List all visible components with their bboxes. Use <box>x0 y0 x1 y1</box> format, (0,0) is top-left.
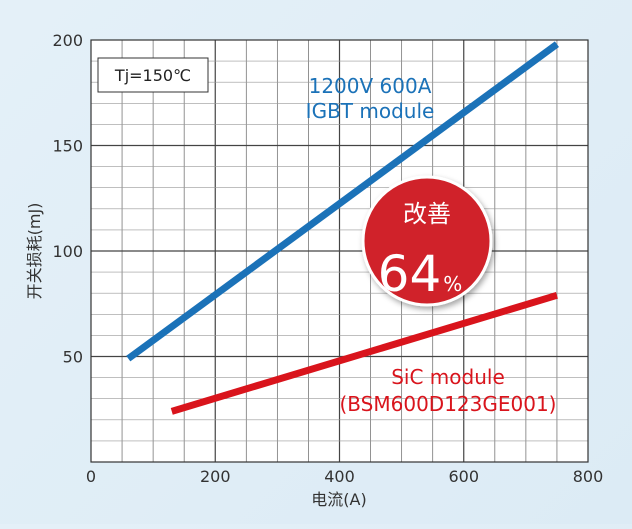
badge-value: 64% <box>378 245 463 303</box>
x-tick-label: 800 <box>573 467 604 486</box>
tick-labels: 0 200 400 600 800 50 100 150 200 <box>52 31 603 486</box>
y-tick-label: 150 <box>52 137 83 156</box>
improvement-badge: 改善 64% <box>361 175 493 307</box>
x-tick-label: 0 <box>86 467 96 486</box>
condition-label: Tj=150℃ <box>114 66 191 85</box>
condition-box <box>97 57 209 93</box>
igbt-label-line2: IGBT module <box>306 99 435 123</box>
x-tick-label: 400 <box>324 467 355 486</box>
plot-frame <box>90 39 589 463</box>
igbt-label-line1: 1200V 600A <box>309 74 432 98</box>
badge-title: 改善 <box>403 200 451 228</box>
series-lines <box>126 41 560 415</box>
sic-label-line2: (BSM600D123GE001) <box>340 392 557 416</box>
y-tick-label: 200 <box>52 31 83 50</box>
badge-circle <box>361 175 493 307</box>
y-tick-label: 50 <box>63 348 83 367</box>
igbt-series-line <box>126 41 560 362</box>
x-tick-label: 200 <box>200 467 231 486</box>
y-axis-title: 开关损耗(mJ) <box>25 203 44 300</box>
x-tick-label: 600 <box>448 467 479 486</box>
sic-label-line1: SiC module <box>391 365 505 389</box>
y-tick-label: 100 <box>52 242 83 261</box>
x-axis-title: 电流(A) <box>311 490 366 509</box>
sic-series-line <box>170 291 558 415</box>
